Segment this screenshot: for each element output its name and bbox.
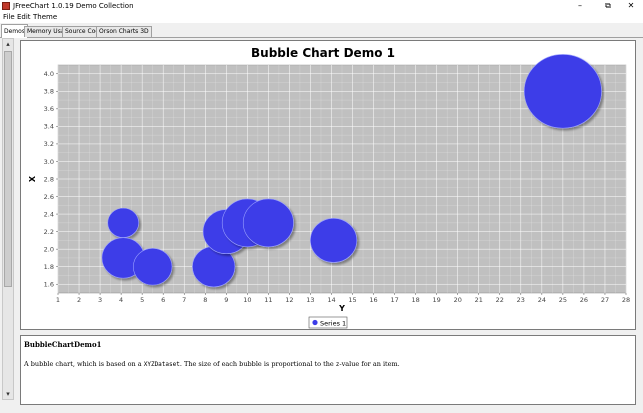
bubble bbox=[310, 217, 358, 263]
x-tick-label: 4 bbox=[119, 296, 123, 304]
description-text-part: A bubble chart, which is based on a bbox=[24, 360, 144, 368]
x-tick-label: 19 bbox=[433, 296, 441, 304]
bubble-series bbox=[101, 54, 602, 288]
scroll-thumb[interactable] bbox=[4, 51, 12, 287]
scroll-down-icon[interactable]: ▾ bbox=[6, 390, 10, 398]
bubble-chart: Bubble Chart Demo 1 1 2 3 4 5 6 7 8 9 10 11 12 13 14 1… bbox=[28, 46, 630, 329]
x-tick-label: 24 bbox=[538, 296, 546, 304]
x-tick-label: 13 bbox=[306, 296, 314, 304]
menu-file[interactable]: File bbox=[3, 13, 15, 21]
minimize-icon[interactable]: – bbox=[578, 1, 582, 10]
menu-edit[interactable]: Edit bbox=[17, 13, 31, 21]
maximize-icon[interactable]: ⧉ bbox=[605, 1, 611, 10]
x-tick-label: 20 bbox=[454, 296, 462, 304]
y-tick-label: 3.0 bbox=[44, 158, 54, 166]
x-tick-label: 22 bbox=[496, 296, 504, 304]
x-tick-label: 3 bbox=[98, 296, 102, 304]
bubble bbox=[523, 54, 602, 129]
x-tick-label: 26 bbox=[580, 296, 588, 304]
description-text-part: . The size of each bubble is proportiona… bbox=[179, 360, 336, 368]
x-tick-label: 15 bbox=[348, 296, 356, 304]
y-tick-label: 3.2 bbox=[44, 140, 54, 148]
bubble bbox=[107, 207, 139, 238]
x-axis-label: Y bbox=[338, 304, 345, 313]
chart-title: Bubble Chart Demo 1 bbox=[251, 46, 395, 60]
bubble bbox=[133, 247, 173, 286]
close-icon[interactable]: ✕ bbox=[627, 1, 635, 10]
description-text: A bubble chart, which is based on a XYZD… bbox=[24, 360, 400, 368]
chart-panel: Bubble Chart Demo 1 1 2 3 4 5 6 7 8 9 10 11 12 13 14 1… bbox=[20, 40, 636, 330]
x-tick-label: 14 bbox=[327, 296, 335, 304]
x-tick-label: 10 bbox=[243, 296, 251, 304]
y-tick-label: 3.8 bbox=[44, 88, 54, 96]
x-tick-label: 5 bbox=[140, 296, 144, 304]
x-tick-label: 23 bbox=[517, 296, 525, 304]
menu-theme[interactable]: Theme bbox=[33, 13, 58, 21]
x-tick-label: 1 bbox=[56, 296, 60, 304]
tab-bar: Demos Memory Usage Source Code Orson Cha… bbox=[0, 23, 643, 38]
legend-swatch bbox=[312, 319, 318, 326]
bubble bbox=[242, 198, 294, 248]
x-tick-label: 7 bbox=[182, 296, 186, 304]
x-tick-label: 8 bbox=[203, 296, 207, 304]
legend-label: Series 1 bbox=[320, 319, 346, 327]
y-tick-label: 2.2 bbox=[44, 228, 54, 236]
legend: Series 1 bbox=[308, 316, 348, 329]
y-tick-label: 1.8 bbox=[44, 263, 54, 271]
vertical-scrollbar[interactable]: ▴ ▾ bbox=[2, 38, 14, 400]
window-title-bar: JFreeChart 1.0.19 Demo Collection – ⧉ ✕ bbox=[0, 0, 643, 12]
x-tick-label: 28 bbox=[622, 296, 630, 304]
y-tick-label: 2.0 bbox=[44, 245, 54, 253]
x-tick-label: 2 bbox=[77, 296, 81, 304]
tab-orson-charts-3d[interactable]: Orson Charts 3D bbox=[96, 26, 152, 37]
description-text-part: -value for an item. bbox=[339, 360, 400, 368]
x-tick-label: 18 bbox=[411, 296, 419, 304]
y-axis-label: X bbox=[28, 175, 37, 182]
x-tick-label: 25 bbox=[559, 296, 567, 304]
y-tick-label: 3.6 bbox=[44, 105, 54, 113]
x-tick-label: 21 bbox=[475, 296, 483, 304]
y-tick-label: 3.4 bbox=[44, 123, 54, 131]
y-tick-label: 2.6 bbox=[44, 193, 54, 201]
app-icon bbox=[2, 2, 10, 10]
x-tick-label: 9 bbox=[224, 296, 228, 304]
y-tick-label: 4.0 bbox=[44, 70, 54, 78]
x-tick-label: 6 bbox=[161, 296, 165, 304]
y-axis: 1.6 1.8 2.0 2.2 2.4 2.6 2.8 3.0 3.2 3.4 3.6 3.8 4.0 bbox=[44, 70, 58, 289]
x-tick-label: 12 bbox=[285, 296, 293, 304]
legend-box bbox=[308, 316, 348, 329]
x-tick-label: 16 bbox=[369, 296, 377, 304]
x-tick-label: 27 bbox=[601, 296, 609, 304]
y-tick-label: 2.8 bbox=[44, 175, 54, 183]
y-tick-label: 1.6 bbox=[44, 281, 54, 289]
x-axis: 1 2 3 4 5 6 7 8 9 10 11 12 13 14 15 16 17 18 19 20 21 22 23 24 2… bbox=[56, 293, 630, 304]
code-term: z bbox=[335, 361, 340, 368]
scroll-up-icon[interactable]: ▴ bbox=[6, 40, 10, 48]
y-tick-label: 2.4 bbox=[44, 210, 54, 218]
window-title: JFreeChart 1.0.19 Demo Collection bbox=[13, 2, 134, 10]
x-tick-label: 11 bbox=[264, 296, 272, 304]
description-title: BubbleChartDemo1 bbox=[24, 340, 102, 349]
menu-bar: File Edit Theme bbox=[0, 12, 643, 23]
code-term: XYZDataset bbox=[143, 361, 180, 368]
x-tick-label: 17 bbox=[390, 296, 398, 304]
description-panel: BubbleChartDemo1 A bubble chart, which i… bbox=[20, 335, 636, 405]
